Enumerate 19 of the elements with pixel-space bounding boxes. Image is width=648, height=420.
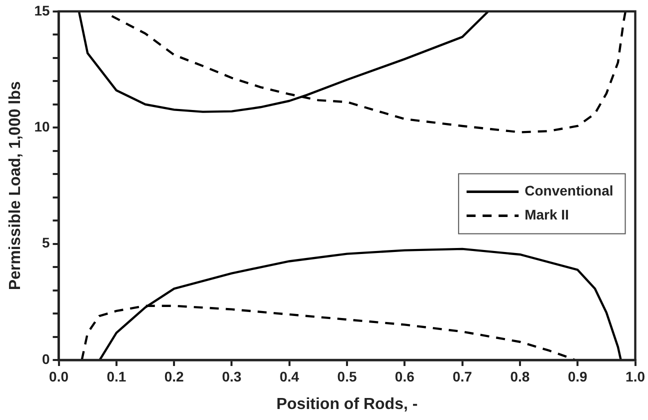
legend-label: Mark II: [524, 206, 569, 223]
legend-label: Conventional: [524, 182, 614, 199]
x-tick-label: 0.3: [222, 368, 242, 384]
x-axis-title: Position of Rods, -: [276, 396, 418, 413]
x-tick-label: 0.7: [452, 368, 472, 384]
y-tick-label: 5: [42, 234, 50, 251]
x-tick-label: 1.0: [626, 368, 646, 384]
x-tick-label: 0.5: [337, 368, 357, 384]
x-tick-label: 0.8: [510, 368, 530, 384]
x-tick-label: 0.9: [568, 368, 588, 384]
x-tick-label: 0.1: [106, 368, 126, 384]
x-tick-label: 0.2: [164, 368, 184, 384]
x-tick-label: 0.4: [280, 368, 300, 384]
y-tick-label: 15: [34, 2, 50, 18]
y-tick-label: 10: [34, 118, 50, 134]
x-tick-label: 0.0: [49, 368, 69, 384]
x-tick-label: 0.6: [394, 368, 415, 384]
y-tick-label: 0: [42, 350, 50, 367]
y-axis-title: Permissible Load, 1,000 lbs: [7, 81, 24, 290]
